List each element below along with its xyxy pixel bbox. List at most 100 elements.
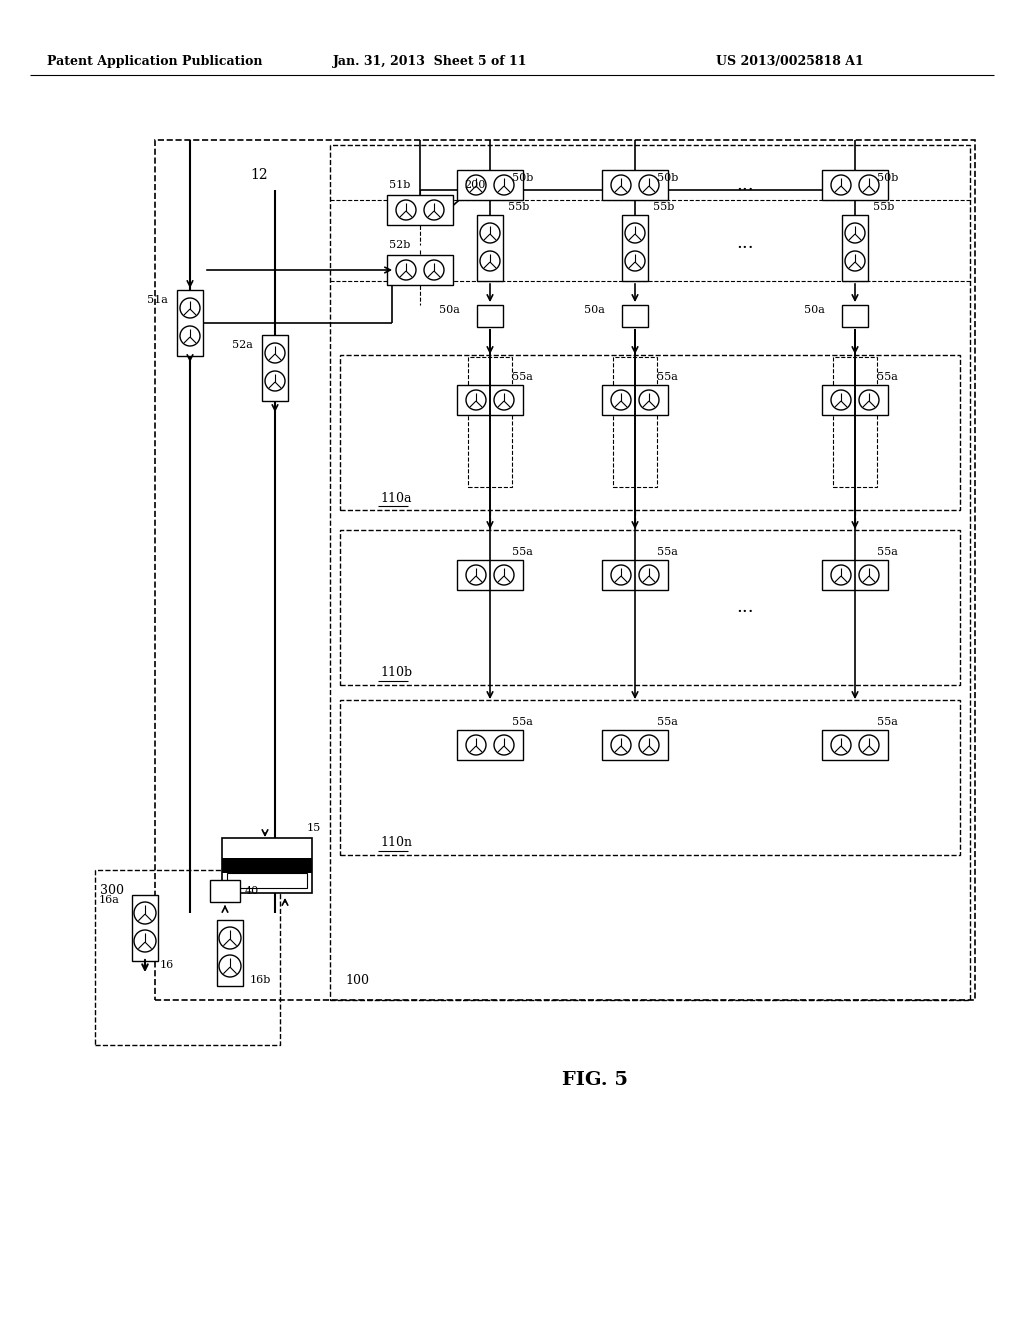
Circle shape	[625, 223, 645, 243]
Bar	[222, 838, 312, 894]
Bar	[602, 385, 668, 414]
Text: 55b: 55b	[508, 202, 529, 213]
Circle shape	[180, 298, 200, 318]
Text: ...: ...	[736, 176, 754, 194]
Text: 52a: 52a	[232, 341, 253, 350]
Bar	[833, 356, 877, 487]
Bar	[822, 170, 888, 201]
Circle shape	[831, 565, 851, 585]
Bar	[340, 531, 961, 685]
Text: 55b: 55b	[653, 202, 675, 213]
Bar	[457, 385, 523, 414]
Bar	[477, 215, 503, 281]
Bar	[210, 880, 240, 902]
Text: 51b: 51b	[389, 180, 411, 190]
Circle shape	[611, 565, 631, 585]
Text: 55a: 55a	[657, 372, 678, 381]
Circle shape	[831, 735, 851, 755]
Text: 16a: 16a	[99, 895, 120, 906]
Text: 300: 300	[100, 883, 124, 896]
Text: 52b: 52b	[389, 240, 411, 249]
Text: 16: 16	[160, 960, 174, 970]
Bar	[222, 858, 312, 873]
Circle shape	[134, 931, 156, 952]
Bar	[822, 730, 888, 760]
Circle shape	[831, 389, 851, 411]
Circle shape	[396, 260, 416, 280]
Circle shape	[611, 389, 631, 411]
Bar	[468, 356, 512, 487]
Text: 16b: 16b	[250, 975, 271, 985]
Bar	[622, 305, 648, 327]
Text: 110a: 110a	[380, 491, 412, 504]
Text: 50a: 50a	[439, 305, 460, 315]
Circle shape	[424, 260, 444, 280]
Text: 110b: 110b	[380, 667, 412, 680]
Text: 40: 40	[245, 886, 259, 896]
Bar	[613, 356, 657, 487]
Circle shape	[639, 176, 659, 195]
Circle shape	[859, 389, 879, 411]
Circle shape	[480, 223, 500, 243]
Text: 55a: 55a	[512, 546, 532, 557]
Circle shape	[466, 389, 486, 411]
Circle shape	[466, 565, 486, 585]
Circle shape	[639, 389, 659, 411]
Bar	[457, 730, 523, 760]
Text: ...: ...	[736, 598, 754, 616]
Bar	[602, 170, 668, 201]
Text: 50a: 50a	[804, 305, 825, 315]
Bar	[457, 170, 523, 201]
Bar	[842, 305, 868, 327]
Circle shape	[859, 735, 879, 755]
Bar	[132, 895, 158, 961]
Bar	[262, 335, 288, 401]
Text: ...: ...	[736, 234, 754, 252]
Text: Jan. 31, 2013  Sheet 5 of 11: Jan. 31, 2013 Sheet 5 of 11	[333, 55, 527, 69]
Text: 55a: 55a	[877, 717, 898, 727]
Text: 55a: 55a	[877, 546, 898, 557]
Bar	[602, 560, 668, 590]
Circle shape	[180, 326, 200, 346]
Circle shape	[265, 343, 285, 363]
Text: 55a: 55a	[657, 717, 678, 727]
Bar	[177, 290, 203, 356]
Circle shape	[480, 251, 500, 271]
Bar	[217, 920, 243, 986]
Circle shape	[396, 201, 416, 220]
Bar	[330, 145, 970, 1001]
Text: 55a: 55a	[877, 372, 898, 381]
Bar	[822, 385, 888, 414]
Text: Patent Application Publication: Patent Application Publication	[47, 55, 263, 69]
Circle shape	[611, 735, 631, 755]
Bar	[842, 215, 868, 281]
Text: 55b: 55b	[873, 202, 894, 213]
Circle shape	[639, 735, 659, 755]
Circle shape	[134, 902, 156, 924]
Circle shape	[424, 201, 444, 220]
Circle shape	[611, 176, 631, 195]
Bar	[387, 255, 453, 285]
Circle shape	[494, 176, 514, 195]
Bar	[477, 305, 503, 327]
Circle shape	[859, 176, 879, 195]
Text: 12: 12	[250, 168, 267, 182]
Circle shape	[265, 371, 285, 391]
Text: 50b: 50b	[657, 173, 678, 183]
Circle shape	[625, 251, 645, 271]
Bar	[457, 560, 523, 590]
Text: 50b: 50b	[512, 173, 534, 183]
Bar	[95, 870, 280, 1045]
Bar	[155, 140, 975, 1001]
Circle shape	[494, 565, 514, 585]
Text: 50a: 50a	[584, 305, 605, 315]
Text: 200: 200	[464, 180, 485, 190]
Circle shape	[639, 565, 659, 585]
Text: 15: 15	[307, 822, 322, 833]
Bar	[340, 355, 961, 510]
Text: 51a: 51a	[147, 294, 168, 305]
Text: 55a: 55a	[512, 717, 532, 727]
Text: 100: 100	[345, 974, 369, 986]
Circle shape	[219, 927, 241, 949]
Bar	[622, 215, 648, 281]
